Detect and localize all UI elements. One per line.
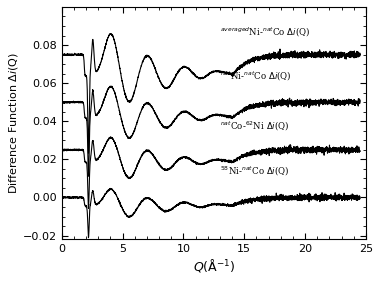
Text: $^{58}$Ni-$^{nat}$Co $\Delta i$(Q): $^{58}$Ni-$^{nat}$Co $\Delta i$(Q) [220, 165, 290, 178]
Text: $^{averaged}$Ni-$^{nat}$Co $\Delta i$(Q): $^{averaged}$Ni-$^{nat}$Co $\Delta i$(Q) [220, 26, 310, 39]
X-axis label: $Q$(Å$^{-1}$): $Q$(Å$^{-1}$) [193, 257, 235, 274]
Y-axis label: Difference Function Δ$i$(Q): Difference Function Δ$i$(Q) [7, 52, 20, 194]
Text: $^{nat}$Ni-$^{nat}$Co $\Delta i$(Q): $^{nat}$Ni-$^{nat}$Co $\Delta i$(Q) [220, 70, 292, 83]
Text: $^{nat}$Co-$^{62}$Ni $\Delta i$(Q): $^{nat}$Co-$^{62}$Ni $\Delta i$(Q) [220, 119, 290, 133]
